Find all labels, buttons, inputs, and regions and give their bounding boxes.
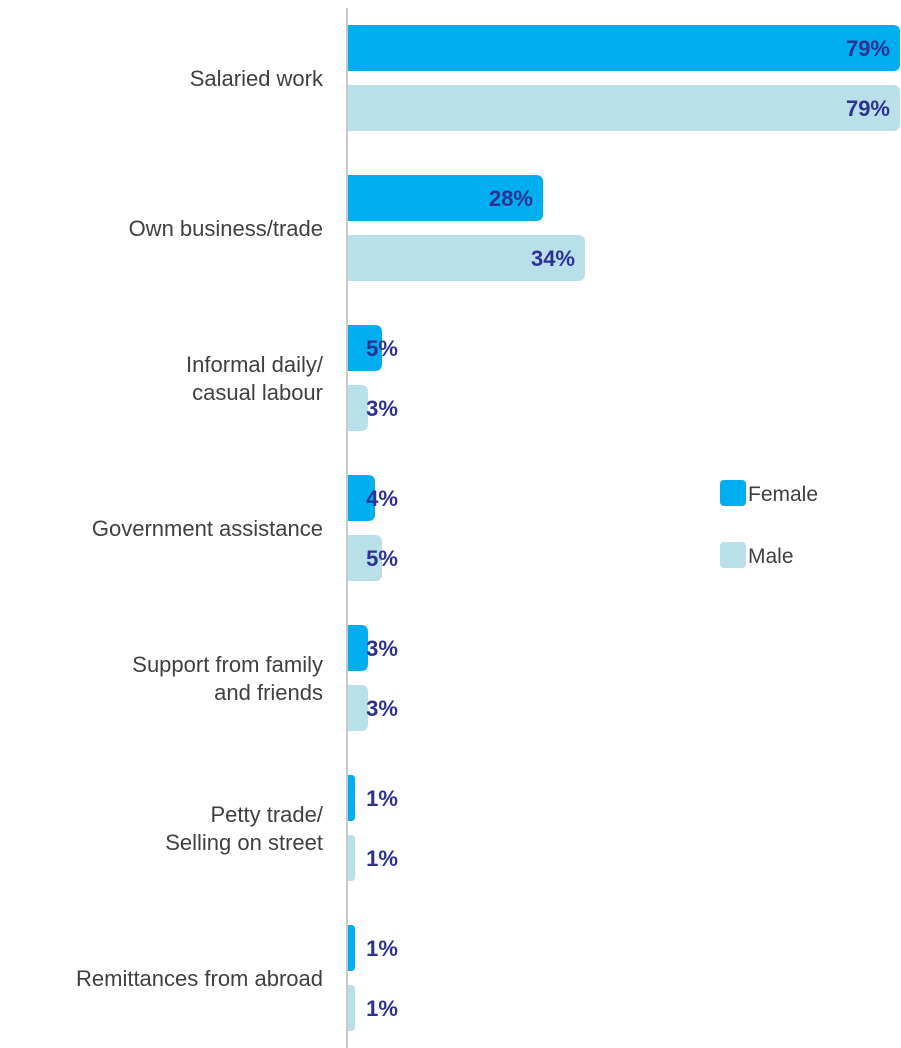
category-label-4: Support from family and friends xyxy=(132,652,323,705)
value-label-female-4: 3% xyxy=(366,636,398,661)
bar-male-3 xyxy=(347,535,382,581)
bar-female-0 xyxy=(347,25,900,71)
bar-female-4 xyxy=(347,625,368,671)
value-label-male-5: 1% xyxy=(366,846,398,871)
legend-swatch-male xyxy=(720,542,746,568)
value-label-female-2: 5% xyxy=(366,336,398,361)
category-label-0: Salaried work xyxy=(190,66,324,91)
category-label-line-4-1: and friends xyxy=(214,680,323,705)
value-label-male-3: 5% xyxy=(366,546,398,571)
bar-male-1 xyxy=(347,235,585,281)
category-label-6: Remittances from abroad xyxy=(76,966,323,991)
category-label-line-2-1: casual labour xyxy=(192,380,323,405)
bar-male-0 xyxy=(347,85,900,131)
bar-female-3 xyxy=(347,475,375,521)
value-label-female-5: 1% xyxy=(366,786,398,811)
bar-male-6 xyxy=(347,985,355,1031)
bar-male-4 xyxy=(347,685,368,731)
legend-swatch-female xyxy=(720,480,746,506)
category-label-line-5-1: Selling on street xyxy=(165,830,323,855)
value-label-male-2: 3% xyxy=(366,396,398,421)
category-label-1: Own business/trade xyxy=(129,216,323,241)
category-label-5: Petty trade/Selling on street xyxy=(165,802,324,855)
category-label-line-0-0: Salaried work xyxy=(190,66,324,91)
bar-female-2 xyxy=(347,325,382,371)
value-label-female-1: 28% xyxy=(489,186,533,211)
value-label-male-0: 79% xyxy=(846,96,890,121)
category-label-line-1-0: Own business/trade xyxy=(129,216,323,241)
category-label-line-3-0: Government assistance xyxy=(92,516,323,541)
category-label-line-4-0: Support from family xyxy=(132,652,323,677)
category-label-2: Informal daily/casual labour xyxy=(186,352,324,405)
legend-label-female: Female xyxy=(748,483,818,506)
bar-male-2 xyxy=(347,385,368,431)
value-label-female-3: 4% xyxy=(366,486,398,511)
value-label-male-4: 3% xyxy=(366,696,398,721)
bar-female-6 xyxy=(347,925,355,971)
bar-female-5 xyxy=(347,775,355,821)
value-label-male-1: 34% xyxy=(531,246,575,271)
category-label-line-5-0: Petty trade/ xyxy=(210,802,323,827)
value-label-male-6: 1% xyxy=(366,996,398,1021)
bar-female-1 xyxy=(347,175,543,221)
category-label-line-6-0: Remittances from abroad xyxy=(76,966,323,991)
legend-label-male: Male xyxy=(748,545,794,568)
value-label-female-0: 79% xyxy=(846,36,890,61)
category-label-line-2-0: Informal daily/ xyxy=(186,352,324,377)
value-label-female-6: 1% xyxy=(366,936,398,961)
bar-male-5 xyxy=(347,835,355,881)
category-label-3: Government assistance xyxy=(92,516,323,541)
